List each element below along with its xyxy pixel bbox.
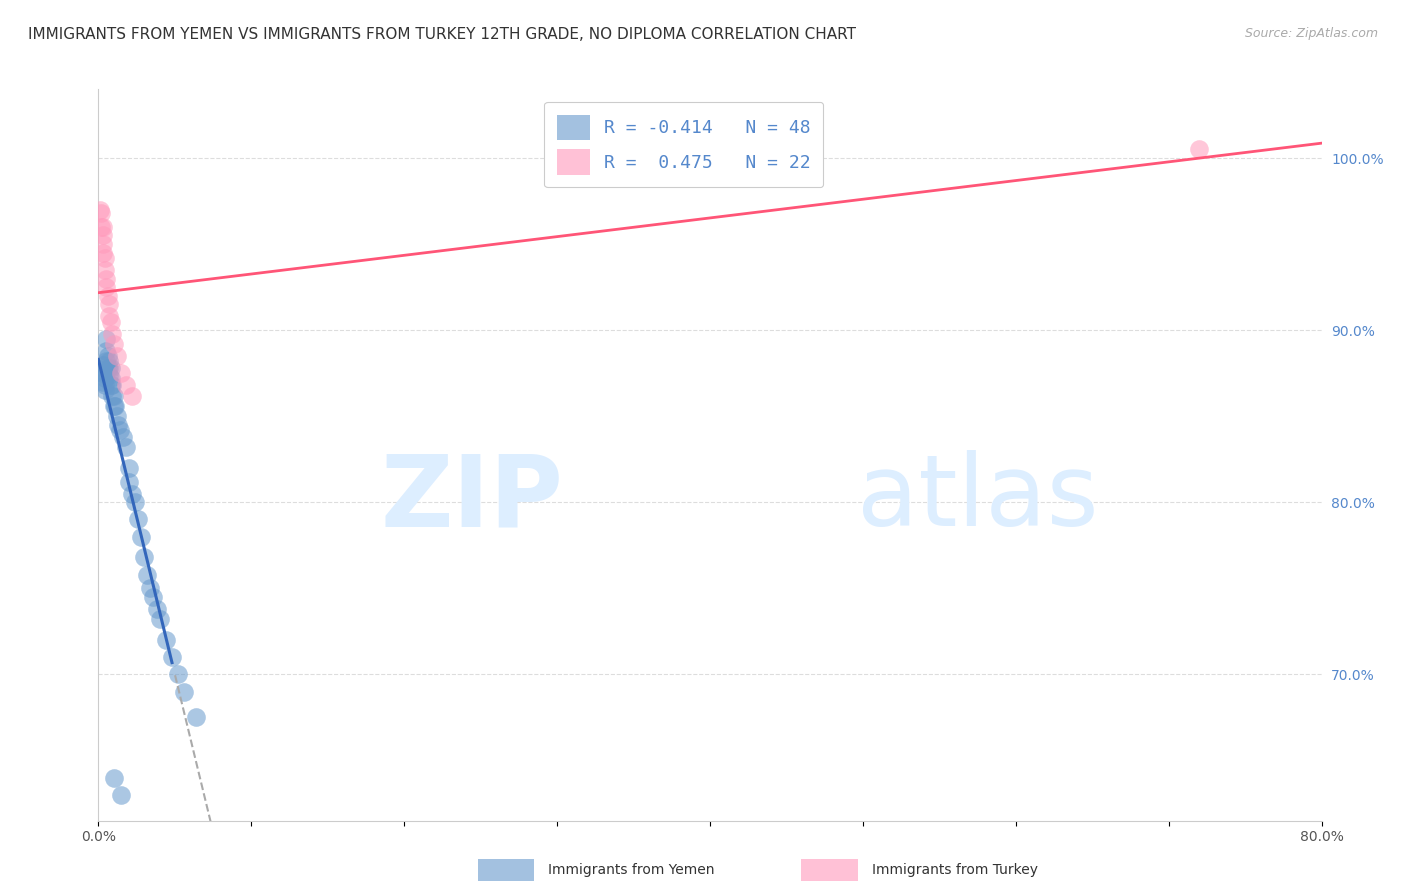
Point	[91, 245, 114, 260]
Point	[110, 366, 132, 380]
Text: IMMIGRANTS FROM YEMEN VS IMMIGRANTS FROM TURKEY 12TH GRADE, NO DIPLOMA CORRELATI: IMMIGRANTS FROM YEMEN VS IMMIGRANTS FROM…	[28, 27, 856, 42]
Point	[124, 495, 146, 509]
Point	[111, 430, 134, 444]
Point	[173, 684, 195, 698]
Point	[94, 354, 117, 368]
Point	[1188, 143, 1211, 157]
Point	[97, 361, 120, 376]
Point	[90, 366, 112, 380]
Point	[91, 219, 114, 234]
Point	[103, 388, 125, 402]
Point	[103, 771, 125, 785]
Point	[94, 271, 117, 285]
Point	[93, 378, 115, 392]
Point	[93, 371, 115, 385]
Point	[118, 460, 141, 475]
Text: ZIP: ZIP	[381, 450, 564, 548]
Point	[100, 361, 122, 376]
Point	[90, 219, 112, 234]
Text: Immigrants from Turkey: Immigrants from Turkey	[872, 863, 1038, 877]
Legend: R = -0.414   N = 48, R =  0.475   N = 22: R = -0.414 N = 48, R = 0.475 N = 22	[544, 102, 824, 187]
Point	[98, 310, 121, 324]
Point	[134, 550, 156, 565]
Text: Source: ZipAtlas.com: Source: ZipAtlas.com	[1244, 27, 1378, 40]
Point	[115, 440, 138, 454]
Point	[139, 582, 162, 596]
Point	[104, 399, 127, 413]
Point	[97, 289, 120, 303]
Point	[98, 361, 121, 376]
Point	[107, 417, 129, 432]
Point	[103, 337, 125, 351]
Point	[115, 378, 138, 392]
Point	[100, 314, 122, 328]
Point	[110, 788, 132, 802]
Text: atlas: atlas	[856, 450, 1098, 548]
Point	[155, 632, 177, 647]
Point	[98, 354, 121, 368]
Point	[118, 475, 141, 489]
Point	[101, 378, 124, 392]
Point	[105, 349, 128, 363]
Point	[93, 366, 115, 380]
Point	[93, 263, 115, 277]
Point	[94, 332, 117, 346]
Point	[121, 486, 143, 500]
Point	[97, 349, 120, 363]
Point	[101, 326, 124, 341]
Point	[145, 602, 167, 616]
Point	[160, 650, 183, 665]
Point	[93, 251, 115, 265]
Point	[94, 343, 117, 358]
Point	[90, 206, 112, 220]
Text: Immigrants from Yemen: Immigrants from Yemen	[548, 863, 714, 877]
Point	[93, 384, 115, 398]
Point	[108, 423, 131, 437]
Point	[91, 375, 114, 389]
Point	[89, 202, 111, 217]
Point	[91, 358, 114, 372]
Point	[98, 368, 121, 382]
Point	[167, 667, 190, 681]
Point	[100, 371, 122, 385]
Point	[94, 280, 117, 294]
Point	[121, 388, 143, 402]
Point	[103, 399, 125, 413]
Point	[91, 237, 114, 252]
Point	[105, 409, 128, 424]
Point	[100, 378, 122, 392]
Point	[98, 297, 121, 311]
Point	[129, 530, 152, 544]
Point	[186, 710, 208, 724]
Point	[101, 388, 124, 402]
Point	[142, 590, 165, 604]
Point	[136, 567, 159, 582]
Point	[91, 366, 114, 380]
Point	[91, 228, 114, 243]
Point	[127, 512, 149, 526]
Point	[149, 612, 172, 626]
